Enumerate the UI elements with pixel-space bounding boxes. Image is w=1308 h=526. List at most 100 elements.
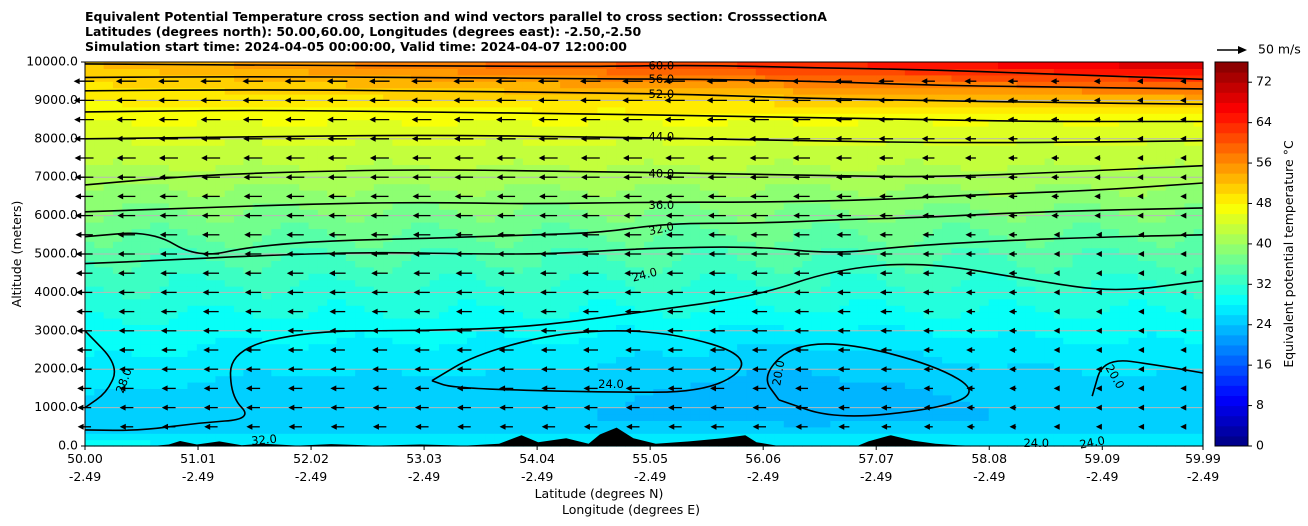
wind-vector (159, 193, 178, 200)
wind-vector (202, 289, 219, 296)
wind-vector (579, 78, 601, 85)
y-tick-label: 9000.0 (34, 92, 78, 107)
wind-vector (837, 366, 850, 373)
wind-vector (412, 212, 431, 219)
wind-vector (750, 212, 768, 219)
contour-label: 20.0 (769, 359, 787, 387)
wind-vector (1050, 78, 1060, 85)
wind-vector (582, 308, 599, 315)
contour-label: 36.0 (649, 198, 675, 212)
wind-vector (750, 231, 768, 238)
wind-vector (1053, 404, 1060, 411)
wind-vector (246, 423, 260, 430)
wind-vector (202, 251, 220, 257)
wind-vector (749, 174, 769, 181)
wind-vector (879, 231, 893, 238)
wind-vector (413, 251, 431, 257)
wind-vector (922, 289, 934, 296)
wind-vector (879, 193, 893, 200)
wind-vector (540, 289, 557, 296)
wind-vector (708, 231, 726, 238)
wind-vector (710, 385, 725, 392)
wind-vector (1180, 289, 1187, 296)
wind-vector (1180, 308, 1187, 315)
wind-vector (369, 116, 390, 123)
wind-vector (159, 174, 178, 181)
wind-vector (118, 270, 135, 277)
wind-vector (243, 155, 263, 161)
wind-vector (1094, 135, 1101, 142)
wind-vector (964, 97, 977, 104)
chart-title-line-1: Equivalent Potential Temperature cross s… (85, 9, 827, 24)
x-tick-label: 59.99 (1185, 451, 1221, 466)
wind-vector (286, 270, 304, 277)
wind-vector (665, 212, 684, 219)
wind-vector (455, 231, 473, 238)
wind-vector (624, 327, 641, 334)
wind-vector (1180, 423, 1187, 430)
wind-vector (117, 251, 135, 257)
wind-vector (626, 423, 640, 430)
wind-vector (1093, 97, 1101, 104)
wind-vector (878, 116, 894, 123)
wind-vector (964, 78, 977, 85)
x-axis-label-longitude: Longitude (degrees E) (562, 502, 700, 517)
wind-vector (203, 404, 218, 411)
wind-vector (1007, 155, 1018, 161)
wind-vector (539, 212, 558, 219)
wind-vector (664, 135, 685, 142)
wind-vector (1008, 231, 1018, 238)
wind-vector (370, 174, 389, 181)
wind-vector (966, 347, 975, 353)
y-axis-label: Altitude (meters) (9, 201, 24, 308)
wind-vector (965, 212, 976, 219)
wind-vector (623, 174, 642, 181)
wind-vector (118, 347, 134, 353)
colorbar-tick-label: 0 (1256, 438, 1264, 453)
wind-vector (923, 366, 934, 373)
contour-line-40 (84, 164, 1204, 186)
wind-vector (1095, 270, 1102, 277)
y-axis: 0.0 1000.0 2000.0 3000.0 4000.0 5000.0 6000.0 7… (9, 54, 85, 453)
colorbar-tick-label: 16 (1256, 357, 1272, 372)
wind-vector (1053, 231, 1060, 238)
colorbar-tick-label: 8 (1256, 397, 1264, 412)
wind-vector (794, 327, 809, 334)
wind-vector (74, 135, 94, 142)
wind-vector (288, 385, 303, 392)
wind-vector (1180, 78, 1187, 85)
wind-vector (244, 231, 262, 238)
wind-vector (161, 385, 176, 392)
wind-vector (751, 308, 768, 315)
wind-vector (455, 251, 473, 257)
wind-vector (835, 116, 852, 123)
wind-vector (497, 231, 515, 238)
wind-vector (1180, 135, 1187, 142)
wind-vector (750, 270, 768, 277)
wind-vector (286, 231, 304, 238)
wind-vector (116, 174, 136, 181)
wind-vector (880, 347, 892, 353)
wind-vector (456, 385, 472, 392)
wind-vector (838, 404, 850, 411)
wind-vector (667, 366, 683, 373)
wind-vector (1180, 366, 1187, 373)
wind-vector (158, 78, 179, 85)
wind-vector (625, 366, 641, 373)
wind-vector (708, 251, 726, 257)
wind-vector (1093, 116, 1101, 123)
y-tick-label: 6000.0 (34, 207, 78, 222)
wind-vector (1095, 289, 1102, 296)
x-tick-label-longitude: -2.49 (634, 469, 666, 484)
wind-vector (1180, 385, 1187, 392)
colorbar: 0 8 16 24 32 40 48 56 64 72 Equivalent potential t… (1214, 61, 1296, 453)
wind-vector (666, 270, 684, 277)
wind-vector (878, 78, 894, 85)
wind-vector (454, 174, 474, 181)
wind-vector (119, 404, 134, 411)
wind-vector (1095, 251, 1102, 257)
wind-vector (879, 212, 893, 219)
wind-vector (412, 174, 431, 181)
wind-vector (328, 193, 347, 200)
wind-vector (792, 116, 811, 123)
